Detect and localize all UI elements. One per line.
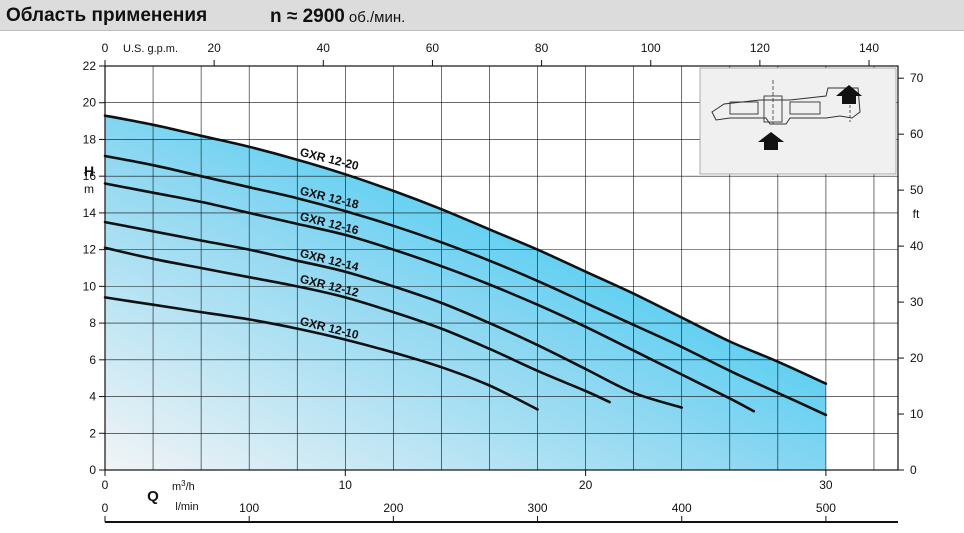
y-tick-label: 14 bbox=[83, 206, 97, 220]
inlet-arrow-icon bbox=[758, 132, 784, 150]
curve-gxr-12-18 bbox=[103, 154, 828, 417]
curve-gxr-12-10 bbox=[103, 296, 539, 411]
lmin-axis-unit: l/min bbox=[175, 501, 198, 513]
x-axis-unit: m3/h bbox=[172, 479, 195, 493]
y-axis-unit: m bbox=[84, 182, 94, 196]
y-tick-label: 12 bbox=[83, 243, 97, 257]
page-title: Область применения bbox=[6, 5, 208, 26]
header-banner: Область применения n ≈ 2900 об./мин. bbox=[0, 0, 964, 31]
gpm-tick-label: 140 bbox=[859, 41, 879, 55]
gpm-tick-label: 60 bbox=[426, 41, 440, 55]
ft-tick-label: 20 bbox=[910, 351, 924, 365]
y-axis-label: H bbox=[84, 163, 94, 179]
x-tick-label: 30 bbox=[819, 478, 833, 492]
y-tick-label: 0 bbox=[89, 463, 96, 477]
y-tick-label: 8 bbox=[89, 316, 96, 330]
ft-tick-label: 40 bbox=[910, 239, 924, 253]
curve-gxr-12-12 bbox=[103, 246, 611, 404]
ft-axis-unit: ft bbox=[913, 207, 920, 221]
speed-unit: об./мин. bbox=[348, 9, 406, 26]
y-tick-label: 20 bbox=[83, 96, 97, 110]
ft-tick-label: 10 bbox=[910, 407, 924, 421]
gpm-tick-label: 40 bbox=[317, 41, 331, 55]
lmin-tick-label: 200 bbox=[383, 501, 403, 515]
x-tick-label: 20 bbox=[579, 478, 593, 492]
y-tick-label: 10 bbox=[83, 279, 97, 293]
speed-value: n ≈ 2900 bbox=[270, 6, 345, 27]
y-tick-label: 22 bbox=[83, 59, 97, 73]
curve-gxr-12-20 bbox=[103, 114, 828, 385]
ft-tick-label: 60 bbox=[910, 127, 924, 141]
lmin-tick-label: 500 bbox=[816, 501, 836, 515]
lmin-tick-label: 400 bbox=[672, 501, 692, 515]
ft-tick-label: 70 bbox=[910, 71, 924, 85]
gpm-tick-label: 20 bbox=[207, 41, 221, 55]
x-axis-label: Q bbox=[147, 488, 159, 505]
ft-tick-label: 50 bbox=[910, 183, 924, 197]
gpm-tick-label: 0 bbox=[102, 41, 109, 55]
y-tick-label: 6 bbox=[89, 353, 96, 367]
curve-gxr-12-14 bbox=[103, 220, 683, 409]
gpm-tick-label: 120 bbox=[750, 41, 770, 55]
gpm-tick-label: 80 bbox=[535, 41, 549, 55]
x-tick-label: 0 bbox=[102, 478, 109, 492]
x-tick-label: 10 bbox=[339, 478, 353, 492]
speed-label: n ≈ 2900 об./мин. bbox=[270, 6, 405, 28]
y-tick-label: 16 bbox=[83, 169, 97, 183]
ft-tick-label: 30 bbox=[910, 295, 924, 309]
lmin-tick-label: 100 bbox=[239, 501, 259, 515]
plot-frame bbox=[104, 65, 899, 471]
y-tick-label: 18 bbox=[83, 132, 97, 146]
ft-tick-label: 0 bbox=[910, 463, 917, 477]
coverage-region bbox=[105, 115, 826, 470]
gpm-axis-unit: U.S. g.p.m. bbox=[123, 43, 178, 55]
pump-curve-chart: 0 2 4 6 8 10 12 14 16 18 20 22 Hm 0 10 20 30 40 50 60 70 ft 0 1… bbox=[83, 41, 924, 523]
y-tick-label: 4 bbox=[89, 390, 96, 404]
gpm-tick-label: 100 bbox=[641, 41, 661, 55]
curve-gxr-12-16 bbox=[103, 182, 756, 413]
pump-schematic-inset bbox=[699, 67, 897, 175]
y-tick-label: 2 bbox=[89, 426, 96, 440]
lmin-tick-label: 0 bbox=[102, 501, 109, 515]
outlet-arrow-icon bbox=[836, 85, 862, 104]
lmin-tick-label: 300 bbox=[528, 501, 548, 515]
